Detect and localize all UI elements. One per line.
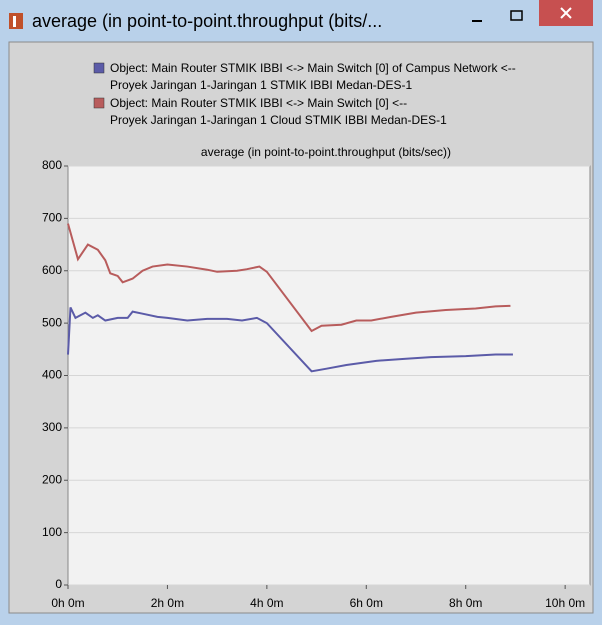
window-title: average (in point-to-point.throughput (b… bbox=[32, 11, 382, 31]
maximize-button[interactable] bbox=[510, 10, 523, 21]
close-icon bbox=[560, 7, 572, 19]
chart-title: average (in point-to-point.throughput (b… bbox=[201, 145, 451, 159]
legend-label: Object: Main Router STMIK IBBI <-> Main … bbox=[110, 61, 516, 92]
legend-label: Object: Main Router STMIK IBBI <-> Main … bbox=[110, 96, 447, 127]
x-tick-label: 2h 0m bbox=[151, 596, 184, 610]
x-tick-label: 0h 0m bbox=[51, 596, 84, 610]
y-tick-label: 0 bbox=[55, 577, 62, 591]
series-line bbox=[67, 306, 513, 373]
y-tick-label: 400 bbox=[42, 368, 62, 382]
y-tick-label: 800 bbox=[42, 158, 62, 172]
x-tick-label: 8h 0m bbox=[449, 596, 482, 610]
y-tick-label: 200 bbox=[42, 472, 62, 486]
y-tick-label: 700 bbox=[42, 211, 62, 225]
series-line bbox=[67, 223, 511, 333]
x-tick-label: 10h 0m bbox=[545, 596, 585, 610]
minimize-button[interactable] bbox=[472, 20, 482, 22]
y-tick-label: 500 bbox=[42, 315, 62, 329]
y-tick-label: 600 bbox=[42, 263, 62, 277]
legend-swatch bbox=[93, 62, 105, 74]
app-icon-mark bbox=[13, 16, 16, 27]
legend-swatch bbox=[93, 97, 105, 109]
x-tick-label: 4h 0m bbox=[250, 596, 283, 610]
y-tick-label: 100 bbox=[42, 525, 62, 539]
y-tick-label: 300 bbox=[42, 420, 62, 434]
x-tick-label: 6h 0m bbox=[350, 596, 383, 610]
